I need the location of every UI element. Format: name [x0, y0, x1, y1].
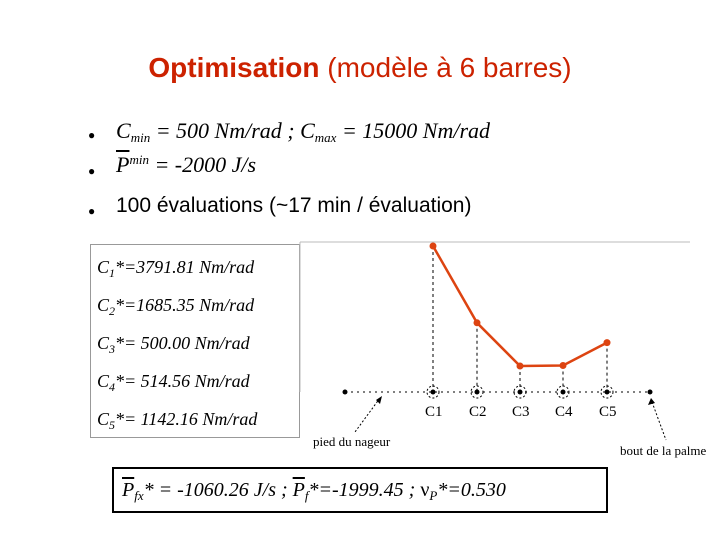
result-index: 3 — [109, 342, 116, 356]
result-label: C — [97, 333, 110, 353]
result-label: C — [97, 371, 110, 391]
bullet-pmin: Pmin = -2000 J/s — [116, 152, 256, 178]
summary-text: Pfx* = -1060.26 J/s ; Pf*=-1999.45 ; νP*… — [122, 479, 506, 504]
cmin-value: = 500 Nm/rad ; C — [150, 118, 315, 143]
result-c3: C3*= 500.00 Nm/rad — [97, 333, 250, 357]
result-index: 4 — [109, 380, 116, 394]
node-label-3: C3 — [512, 404, 530, 420]
spring-node-5 — [600, 385, 614, 399]
bullet-dot: ● — [88, 128, 96, 142]
series-line — [431, 245, 608, 368]
result-value: *=1685.35 Nm/rad — [115, 295, 255, 315]
data-point-3 — [516, 362, 524, 370]
pfx-value: * = -1060.26 J/s ; — [143, 479, 293, 501]
result-value: *=3791.81 Nm/rad — [115, 257, 255, 277]
data-point-2 — [473, 319, 481, 327]
right-arrow — [651, 401, 667, 441]
node-label-2: C2 — [469, 404, 487, 420]
left-arrow — [354, 397, 381, 433]
data-point-5 — [603, 339, 611, 347]
bullet-dot: ● — [88, 164, 96, 178]
right-arrow-head — [648, 398, 655, 405]
spring-node-center-5 — [604, 389, 610, 395]
pf-value: *=-1999.45 ; — [308, 479, 421, 501]
spring-node-4 — [556, 385, 570, 399]
result-c5: C5*= 1142.16 Nm/rad — [97, 409, 257, 433]
spring-node-3 — [513, 385, 527, 399]
result-c2: C2*=1685.35 Nm/rad — [97, 295, 254, 319]
left-arrow-head — [376, 396, 382, 404]
bullet-dot: ● — [88, 204, 96, 218]
result-value: *= 500.00 Nm/rad — [115, 333, 250, 353]
result-index: 5 — [109, 418, 116, 432]
nu-sub: P — [429, 488, 438, 503]
slide-title: Optimisation (modèle à 6 barres) — [0, 52, 720, 84]
node-label-4: C4 — [555, 404, 573, 420]
pfx-sub: fx — [134, 488, 144, 503]
result-index: 2 — [109, 304, 116, 318]
spring-node-center-4 — [560, 389, 566, 395]
pf-letter: P — [292, 479, 305, 501]
result-index: 1 — [109, 266, 116, 280]
summary-box: Pfx* = -1060.26 J/s ; Pf*=-1999.45 ; νP*… — [112, 467, 608, 513]
result-c4: C4*= 514.56 Nm/rad — [97, 371, 250, 395]
nu-value: *=0.530 — [437, 479, 506, 501]
node-label-1: C1 — [425, 404, 443, 420]
right-label: bout de la palme — [620, 443, 707, 458]
results-box: C1*=3791.81 Nm/rad C2*=1685.35 Nm/rad C3… — [90, 244, 300, 438]
pfx-letter: P — [122, 479, 135, 501]
result-c1: C1*=3791.81 Nm/rad — [97, 257, 254, 281]
pmin-sup: min — [129, 152, 149, 167]
spring-node-2 — [470, 385, 484, 399]
spring-node-center-1 — [430, 389, 436, 395]
pf-sub: f — [304, 488, 309, 503]
pmin-value: = -2000 J/s — [148, 152, 257, 177]
spring-node-center-3 — [517, 389, 523, 395]
c-letter: C — [116, 118, 131, 143]
data-point-1 — [429, 242, 437, 250]
result-value: *= 514.56 Nm/rad — [115, 371, 250, 391]
bullet-cmin-cmax: Cmin = 500 Nm/rad ; Cmax = 15000 Nm/rad — [116, 118, 490, 146]
result-value: *= 1142.16 Nm/rad — [115, 409, 258, 429]
node-label-5: C5 — [599, 404, 617, 420]
p-letter: P — [116, 152, 130, 177]
spring-node-center-2 — [474, 389, 480, 395]
left-label: pied du nageur — [313, 434, 391, 449]
title-rest: (modèle à 6 barres) — [319, 52, 572, 83]
cmax-value: = 15000 Nm/rad — [336, 118, 491, 143]
cmin-sub: min — [130, 130, 151, 145]
nu-letter: ν — [420, 479, 430, 501]
title-bold: Optimisation — [148, 52, 320, 83]
spring-node-1 — [426, 385, 440, 399]
data-point-4 — [559, 362, 567, 369]
cmax-sub: max — [314, 130, 337, 145]
result-label: C — [97, 409, 110, 429]
result-label: C — [97, 295, 110, 315]
end-node — [647, 389, 653, 395]
result-label: C — [97, 257, 110, 277]
start-node — [342, 389, 348, 395]
bullet-evaluations: 100 évaluations (~17 min / évaluation) — [116, 194, 472, 217]
